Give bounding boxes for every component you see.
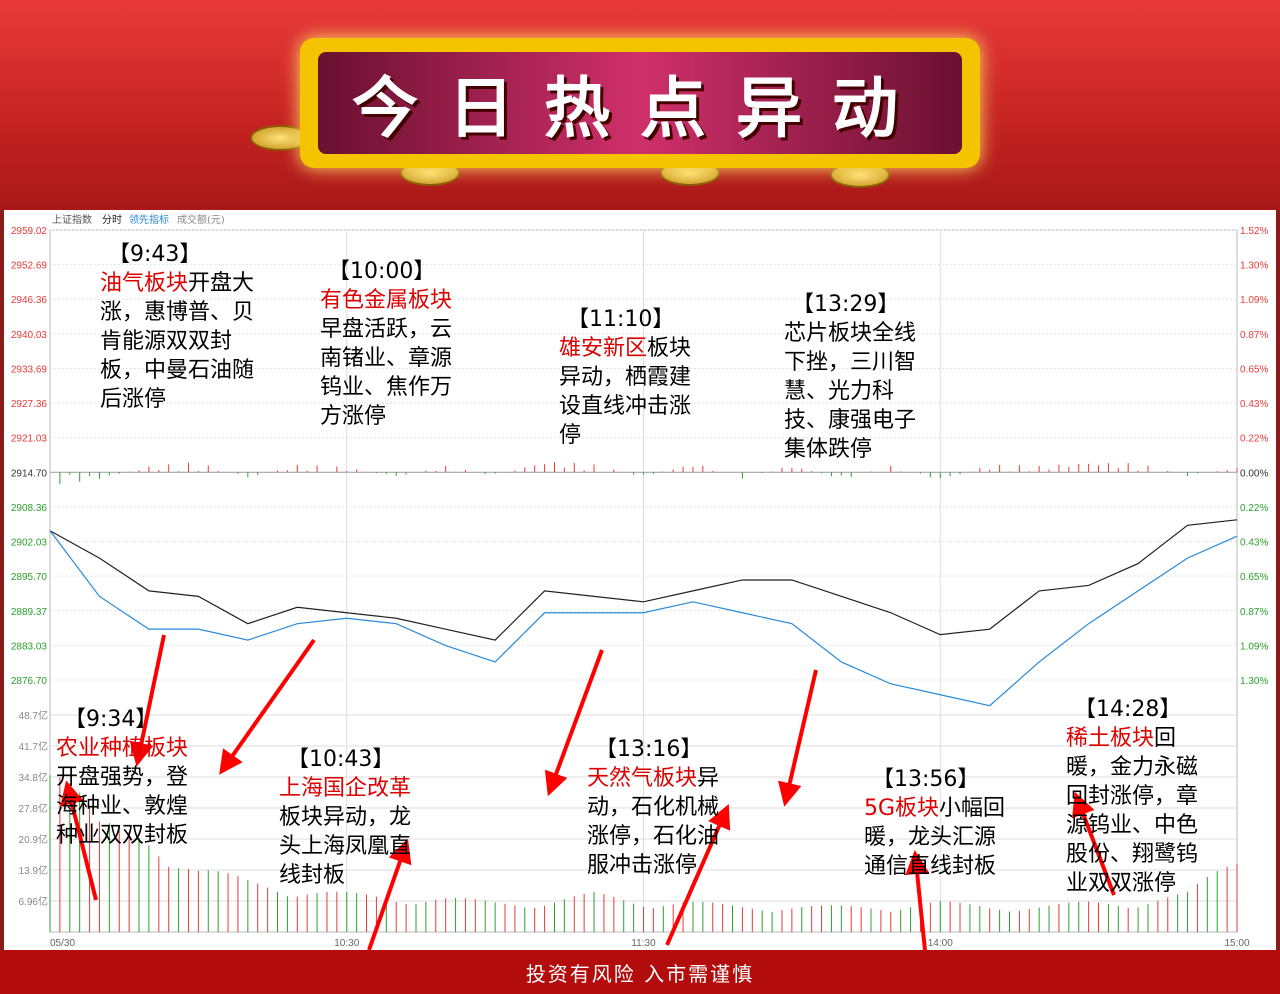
price-tick: 2940.03 bbox=[11, 330, 48, 341]
price-tick: 2927.36 bbox=[11, 399, 48, 410]
annotation-highlight: 农业种植板块 bbox=[56, 736, 189, 761]
banner: 今日热点异动 bbox=[0, 0, 1280, 210]
price-tick: 2946.36 bbox=[11, 295, 48, 306]
annotation-text: 小幅回暖，龙头汇源通信直线封板 bbox=[864, 796, 1006, 879]
pct-tick: 1.52% bbox=[1240, 226, 1268, 237]
annotation-text: 早盘活跃，云南锗业、章源钨业、焦作万方涨停 bbox=[320, 317, 453, 429]
x-tick: 14:00 bbox=[928, 938, 953, 949]
annotation-text: 异动，石化机械涨停，石化油服冲击涨停 bbox=[587, 766, 720, 878]
chart-panel: 上证指数 分时 领先指标 成交额(元) 2959.02 1.52% 2952.69 1… bbox=[4, 210, 1276, 950]
volume-label: 成交额(元) bbox=[177, 215, 225, 226]
pct-tick: 0.87% bbox=[1240, 330, 1268, 341]
annotation-time: 【13:16】 bbox=[595, 737, 703, 762]
annotation-arrow bbox=[905, 850, 930, 950]
annotation-text: 开盘大涨，惠博普、贝肯能源双双封板，中曼石油随后涨停 bbox=[100, 271, 255, 412]
price-tick: 2895.70 bbox=[11, 572, 48, 583]
annotation-time: 【10:00】 bbox=[328, 259, 436, 284]
annotation-time: 【13:56】 bbox=[872, 767, 980, 792]
annotation-text: 板块异动，栖霞建设直线冲击涨停 bbox=[559, 336, 692, 448]
x-tick: 10:30 bbox=[334, 938, 359, 949]
annotation-highlight: 雄安新区 bbox=[559, 336, 648, 361]
intraday-chart: 2959.02 1.52% 2952.69 1.30% 2946.36 1.09% 2940… bbox=[11, 226, 1268, 950]
price-tick: 2908.36 bbox=[11, 503, 48, 514]
pct-tick: 0.87% bbox=[1240, 607, 1268, 618]
price-tick: 2933.69 bbox=[11, 364, 48, 375]
average-line bbox=[49, 530, 1238, 707]
annotation-text: 回暖，金力永磁回封涨停，章源钨业、中色股份、翔鹭钨业双双涨停 bbox=[1066, 726, 1199, 896]
footer: 投资有风险 入市需谨慎 bbox=[0, 950, 1280, 994]
marquee-sign: 今日热点异动 bbox=[300, 38, 980, 168]
annotation: 【9:34】农业种植板块开盘强势，登海种业、敦煌种业双双封板 bbox=[56, 705, 206, 850]
price-tick: 2902.03 bbox=[11, 538, 48, 549]
annotation-highlight: 油气板块 bbox=[100, 271, 189, 296]
volume-tick: 34.8亿 bbox=[19, 771, 48, 784]
pct-tick: 1.09% bbox=[1240, 295, 1268, 306]
annotation: 【13:16】天然气板块异动，石化机械涨停，石化油服冲击涨停 bbox=[587, 735, 737, 880]
price-tick: 2914.70 bbox=[11, 468, 48, 479]
annotation-highlight: 有色金属板块 bbox=[320, 288, 453, 313]
annotation-arrow bbox=[544, 649, 604, 797]
pct-tick: 0.65% bbox=[1240, 572, 1268, 583]
annotation-highlight: 稀土板块 bbox=[1066, 726, 1155, 751]
annotation: 【13:29】芯片板块全线下挫，三川智慧、光力科技、康强电子集体跌停 bbox=[784, 290, 934, 464]
annotation: 【10:43】上海国企改革板块异动，龙头上海凤凰直线封板 bbox=[279, 745, 429, 890]
annotation: 【10:00】有色金属板块早盘活跃，云南锗业、章源钨业、焦作万方涨停 bbox=[320, 257, 470, 431]
pct-tick: 1.30% bbox=[1240, 676, 1268, 687]
pct-tick: 0.22% bbox=[1240, 434, 1268, 445]
x-tick: 15:00 bbox=[1224, 938, 1249, 949]
annotation-arrow bbox=[60, 780, 98, 901]
annotation: 【11:10】雄安新区板块异动，栖霞建设直线冲击涨停 bbox=[559, 305, 709, 450]
index-line bbox=[49, 519, 1238, 641]
volume-tick: 27.8亿 bbox=[19, 802, 48, 815]
price-tick: 2889.37 bbox=[11, 607, 48, 618]
annotation: 【13:56】 5G板块小幅回暖，龙头汇源通信直线封板 bbox=[864, 765, 1014, 881]
volume-tick: 13.9亿 bbox=[19, 864, 48, 877]
annotation: 【9:43】油气板块开盘大涨，惠博普、贝肯能源双双封板，中曼石油随后涨停 bbox=[100, 240, 260, 414]
annotation-time: 【11:10】 bbox=[567, 307, 675, 332]
price-tick: 2952.69 bbox=[11, 261, 48, 272]
pct-tick: 0.43% bbox=[1240, 399, 1268, 410]
annotation-text: 板块异动，龙头上海凤凰直线封板 bbox=[279, 805, 412, 888]
annotation-time: 【10:43】 bbox=[287, 747, 395, 772]
volume-tick: 6.96亿 bbox=[19, 895, 48, 908]
volume-tick: 20.9亿 bbox=[19, 833, 48, 846]
risk-warning: 投资有风险 入市需谨慎 bbox=[525, 961, 755, 986]
annotation-highlight: 5G板块 bbox=[864, 796, 940, 821]
annotation-text: 芯片板块全线下挫，三川智慧、光力科技、康强电子集体跌停 bbox=[784, 321, 917, 462]
annotation-time: 【13:29】 bbox=[792, 292, 900, 317]
volume-tick: 41.7亿 bbox=[19, 740, 48, 753]
price-tick: 2876.70 bbox=[11, 676, 48, 687]
annotation-arrow bbox=[367, 838, 412, 950]
annotation-arrow bbox=[778, 669, 818, 807]
pct-tick: 0.22% bbox=[1240, 503, 1268, 514]
pct-tick: 0.00% bbox=[1240, 468, 1268, 479]
price-tick: 2921.03 bbox=[11, 434, 48, 445]
annotation: 【14:28】稀土板块回暖，金力永磁回封涨停，章源钨业、中色股份、翔鹭钨业双双涨… bbox=[1066, 695, 1216, 898]
tab-intraday[interactable]: 分时 bbox=[102, 215, 122, 226]
pct-tick: 1.30% bbox=[1240, 261, 1268, 272]
annotation-arrow bbox=[219, 638, 316, 775]
annotation-text: 开盘强势，登海种业、敦煌种业双双封板 bbox=[56, 765, 189, 848]
annotation-highlight: 天然气板块 bbox=[587, 766, 698, 791]
annotation-highlight: 上海国企改革 bbox=[279, 776, 412, 801]
tab-leading-indicator[interactable]: 领先指标 bbox=[129, 215, 169, 226]
annotation-time: 【14:28】 bbox=[1074, 697, 1182, 722]
index-name[interactable]: 上证指数 bbox=[52, 215, 92, 226]
pct-tick: 1.09% bbox=[1240, 641, 1268, 652]
annotation-time: 【9:34】 bbox=[64, 707, 158, 732]
banner-title: 今日热点异动 bbox=[352, 70, 928, 147]
annotation-arrow bbox=[129, 634, 166, 767]
price-tick: 2883.03 bbox=[11, 641, 48, 652]
pct-tick: 0.65% bbox=[1240, 364, 1268, 375]
annotation-time: 【9:43】 bbox=[108, 242, 202, 267]
x-tick: 11:30 bbox=[631, 938, 656, 949]
price-tick: 2959.02 bbox=[11, 226, 48, 237]
x-tick: 05/30 bbox=[50, 938, 75, 949]
volume-tick: 48.7亿 bbox=[19, 709, 48, 722]
annotation-arrow bbox=[665, 804, 731, 946]
annotation-arrow bbox=[1072, 791, 1116, 896]
pct-tick: 0.43% bbox=[1240, 538, 1268, 549]
